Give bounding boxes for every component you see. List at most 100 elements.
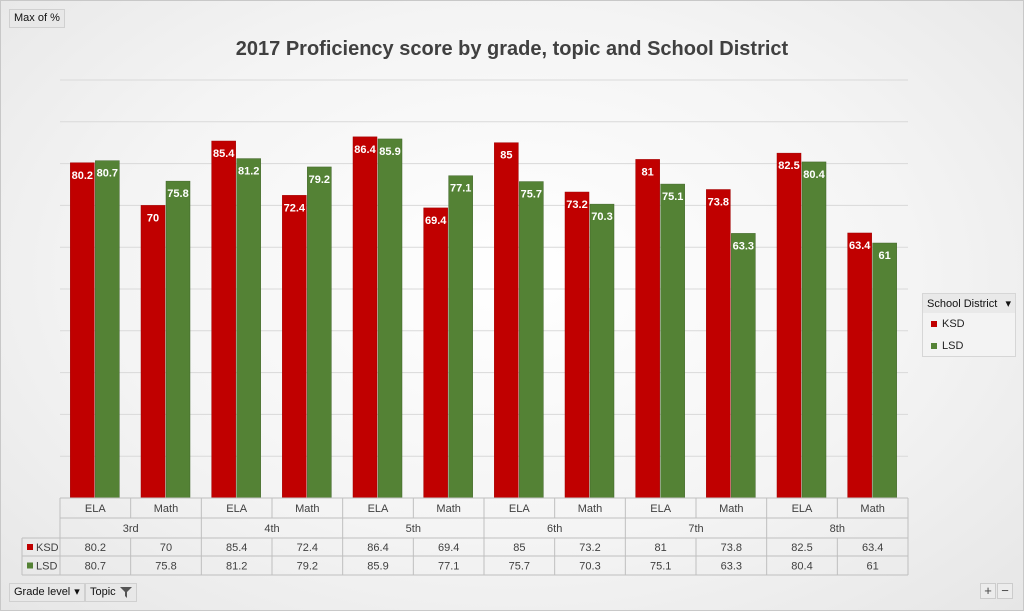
topic-label: Math <box>719 503 743 515</box>
table-cell: 63.3 <box>721 561 742 573</box>
series-name: LSD <box>36 561 57 573</box>
bar-ksd <box>494 142 519 499</box>
bar-ksd <box>776 152 802 499</box>
data-label: 75.1 <box>662 191 683 203</box>
topic-label: ELA <box>509 503 530 515</box>
legend: School District ▾ KSD LSD <box>922 293 1016 357</box>
data-label: 75.7 <box>521 189 542 201</box>
topic-label: ELA <box>85 503 106 515</box>
bar-lsd <box>519 181 544 499</box>
topic-label: ELA <box>368 503 389 515</box>
series-swatch-icon <box>27 562 33 569</box>
data-label: 72.4 <box>284 202 306 214</box>
legend-header[interactable]: School District ▾ <box>923 294 1015 313</box>
ksd-swatch-icon <box>931 321 937 327</box>
bar-lsd <box>731 233 756 499</box>
topic-label: ELA <box>650 503 671 515</box>
table-cell: 63.4 <box>862 542 883 554</box>
zoom-in-button[interactable]: + <box>980 583 996 599</box>
table-cell: 75.7 <box>509 561 530 573</box>
topic-label: Math <box>436 503 460 515</box>
dropdown-arrow-icon: ▾ <box>74 586 80 598</box>
table-cell: 85.4 <box>226 542 247 554</box>
topic-label: Math <box>860 503 884 515</box>
bar-lsd <box>660 183 685 499</box>
bar-ksd <box>70 162 95 499</box>
grade-label: 8th <box>830 523 845 535</box>
data-label: 77.1 <box>450 183 471 195</box>
topic-label: Math <box>154 503 178 515</box>
table-cell: 82.5 <box>791 542 812 554</box>
table-cell: 70 <box>160 542 172 554</box>
topic-label: ELA <box>792 503 813 515</box>
grade-label: 5th <box>406 523 421 535</box>
grade-label: 4th <box>264 523 279 535</box>
table-cell: 73.2 <box>579 542 600 554</box>
bar-ksd <box>706 189 731 499</box>
bar-lsd <box>448 175 473 499</box>
data-label: 82.5 <box>778 160 799 172</box>
dropdown-arrow-icon[interactable]: ▾ <box>1005 298 1011 310</box>
zoom-out-button[interactable]: − <box>997 583 1013 599</box>
table-cell: 80.2 <box>85 542 106 554</box>
table-cell: 79.2 <box>297 561 318 573</box>
table-cell: 80.7 <box>85 561 106 573</box>
data-label: 80.2 <box>72 170 93 182</box>
legend-item-lsd[interactable]: LSD <box>923 335 1015 357</box>
topic-label: ELA <box>226 503 247 515</box>
table-cell: 85.9 <box>367 561 388 573</box>
grade-level-filter-button[interactable]: Grade level ▾ <box>9 583 85 602</box>
value-field-button[interactable]: Max of % <box>9 9 65 28</box>
table-cell: 75.1 <box>650 561 671 573</box>
chart-title: 2017 Proficiency score by grade, topic a… <box>235 38 789 60</box>
bar-ksd <box>847 232 872 499</box>
legend-item-ksd[interactable]: KSD <box>923 313 1015 335</box>
data-label: 81 <box>642 166 654 178</box>
grade-label: 3rd <box>123 523 139 535</box>
data-label: 69.4 <box>425 215 447 227</box>
bar-lsd <box>95 160 120 499</box>
bar-lsd <box>236 158 261 499</box>
lsd-swatch-icon <box>931 343 937 349</box>
table-cell: 86.4 <box>367 542 388 554</box>
data-label: 85.9 <box>379 146 400 158</box>
data-label: 85.4 <box>213 148 235 160</box>
bar-ksd <box>635 159 660 499</box>
grade-level-label: Grade level <box>14 586 71 598</box>
topic-label: Topic <box>90 586 116 598</box>
bar-lsd <box>589 203 615 499</box>
bar-ksd <box>140 205 166 499</box>
legend-item-label: KSD <box>942 318 965 330</box>
data-label: 79.2 <box>309 174 330 186</box>
data-label: 63.4 <box>849 240 871 252</box>
data-label: 85 <box>500 150 512 162</box>
data-label: 80.7 <box>97 168 118 180</box>
series-swatch-icon <box>27 544 33 550</box>
bar-lsd <box>377 138 403 499</box>
bar-ksd <box>423 207 448 499</box>
table-cell: 75.8 <box>155 561 176 573</box>
table-cell: 73.8 <box>721 542 742 554</box>
table-cell: 69.4 <box>438 542 459 554</box>
bar-lsd <box>307 166 332 499</box>
table-cell: 81.2 <box>226 561 247 573</box>
legend-item-label: LSD <box>942 340 964 352</box>
table-cell: 70.3 <box>579 561 600 573</box>
data-label: 75.8 <box>167 188 188 200</box>
data-label: 61 <box>879 250 891 262</box>
bar-ksd <box>564 191 590 499</box>
topic-label: Math <box>295 503 319 515</box>
data-label: 73.2 <box>566 199 587 211</box>
series-name: KSD <box>36 542 59 554</box>
data-label: 70 <box>147 212 159 224</box>
data-label: 63.3 <box>733 240 754 252</box>
data-label: 86.4 <box>354 144 376 156</box>
bar-ksd <box>211 140 236 499</box>
topic-filter-button[interactable]: Topic <box>85 583 137 602</box>
table-cell: 77.1 <box>438 561 459 573</box>
bar-lsd <box>872 242 897 499</box>
filter-funnel-icon <box>119 587 132 598</box>
data-label: 81.2 <box>238 166 259 178</box>
table-cell: 80.4 <box>791 561 812 573</box>
data-label: 80.4 <box>803 169 825 181</box>
